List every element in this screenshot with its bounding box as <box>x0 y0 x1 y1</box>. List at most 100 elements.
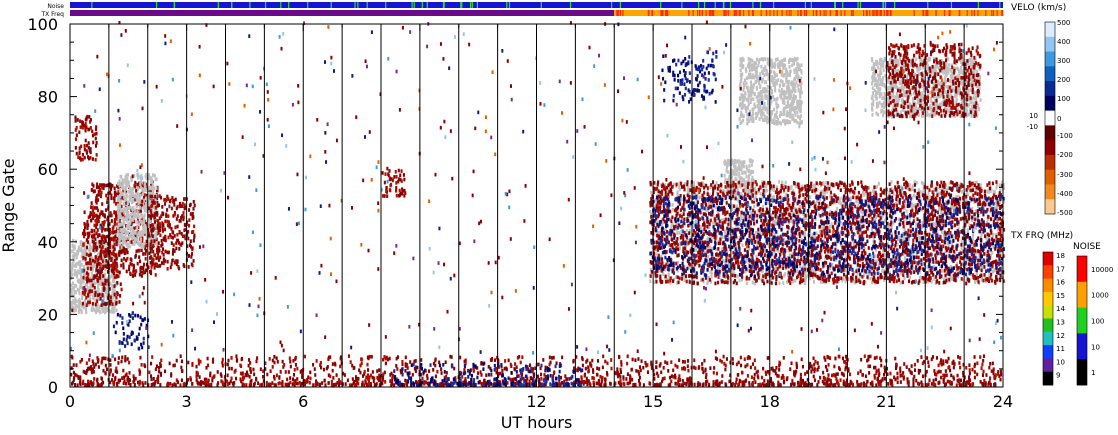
data-cell <box>342 371 345 376</box>
data-cell <box>89 155 92 160</box>
data-cell <box>73 246 76 251</box>
data-cell <box>92 260 95 265</box>
data-cell <box>299 383 302 387</box>
data-cell <box>132 215 135 220</box>
strip-fleck <box>330 2 332 8</box>
strip-fleck <box>769 10 771 16</box>
data-cell <box>161 205 164 209</box>
data-cell <box>157 230 160 235</box>
data-cell <box>203 381 206 386</box>
data-cell <box>91 182 94 187</box>
data-cell <box>413 382 416 386</box>
data-cell <box>783 379 786 384</box>
data-cell <box>716 379 719 383</box>
data-cell <box>133 239 137 244</box>
data-cell <box>90 228 93 233</box>
data-cell <box>92 381 95 385</box>
data-cell <box>754 380 757 385</box>
data-cell <box>706 379 709 384</box>
data-cell <box>984 383 987 387</box>
data-cell <box>638 372 641 376</box>
data-cell <box>412 362 415 367</box>
data-cell <box>925 383 928 387</box>
data-cell <box>148 193 151 197</box>
data-cell <box>839 221 842 225</box>
data-cell <box>515 377 518 381</box>
data-cell <box>191 263 194 268</box>
data-cell <box>484 383 487 387</box>
data-cell <box>330 379 333 384</box>
data-cell <box>499 371 502 376</box>
data-cell <box>104 302 107 306</box>
data-cell <box>77 247 80 252</box>
data-cell <box>102 234 106 239</box>
data-cell <box>70 270 73 275</box>
data-cell <box>72 378 75 382</box>
data-cell <box>169 198 172 203</box>
data-cell <box>120 263 123 268</box>
data-cell <box>489 366 492 371</box>
data-cell <box>967 378 971 383</box>
data-cell <box>112 240 115 245</box>
data-cell <box>94 218 97 223</box>
data-cell <box>79 119 82 124</box>
data-cell <box>957 226 960 231</box>
data-cell <box>772 195 775 199</box>
data-cell <box>101 202 104 206</box>
data-cell <box>430 379 433 384</box>
data-cell <box>187 223 191 228</box>
data-cell <box>842 372 845 377</box>
data-cell <box>801 184 804 189</box>
data-cell <box>76 274 79 279</box>
data-cell <box>147 200 151 205</box>
data-cell <box>171 259 174 263</box>
data-cell <box>989 361 992 366</box>
data-cell <box>151 355 154 359</box>
data-cell <box>513 367 516 371</box>
data-cell <box>173 234 176 238</box>
strip-fleck <box>840 10 842 16</box>
data-cell <box>843 359 846 364</box>
data-cell <box>588 381 591 386</box>
data-cell <box>101 259 104 264</box>
data-cell <box>106 301 109 305</box>
data-cell <box>138 205 141 210</box>
strip-fleck <box>714 2 716 8</box>
data-cell <box>943 382 946 387</box>
data-cell <box>228 381 231 386</box>
strip-fleck <box>882 2 884 8</box>
data-cell <box>586 358 589 363</box>
data-cell <box>973 362 977 367</box>
data-cell <box>116 381 119 386</box>
data-cell <box>844 360 847 364</box>
data-cell <box>82 268 85 273</box>
data-cell <box>678 358 681 363</box>
data-cell <box>150 382 153 387</box>
data-cell <box>517 382 520 387</box>
data-cell <box>286 383 289 387</box>
data-cell <box>497 365 500 369</box>
data-cell <box>526 376 529 381</box>
data-cell <box>119 282 122 287</box>
data-cell <box>113 210 116 215</box>
data-cell <box>591 368 595 372</box>
data-cell <box>637 369 640 374</box>
data-cell <box>655 252 658 256</box>
data-cell <box>220 379 223 383</box>
data-cell <box>241 356 244 361</box>
data-cell <box>357 377 360 381</box>
data-cell <box>319 365 323 370</box>
data-cell <box>137 186 140 191</box>
data-cell <box>278 375 281 379</box>
data-cell <box>688 383 691 387</box>
data-cell <box>656 382 659 387</box>
data-cell <box>981 382 984 386</box>
data-cell <box>139 185 142 190</box>
data-cell <box>75 271 78 275</box>
data-cell <box>120 204 123 209</box>
data-cell <box>78 297 81 302</box>
data-cell <box>439 383 442 387</box>
data-cell <box>156 188 159 193</box>
data-cell <box>216 370 219 374</box>
data-cell <box>934 372 937 376</box>
